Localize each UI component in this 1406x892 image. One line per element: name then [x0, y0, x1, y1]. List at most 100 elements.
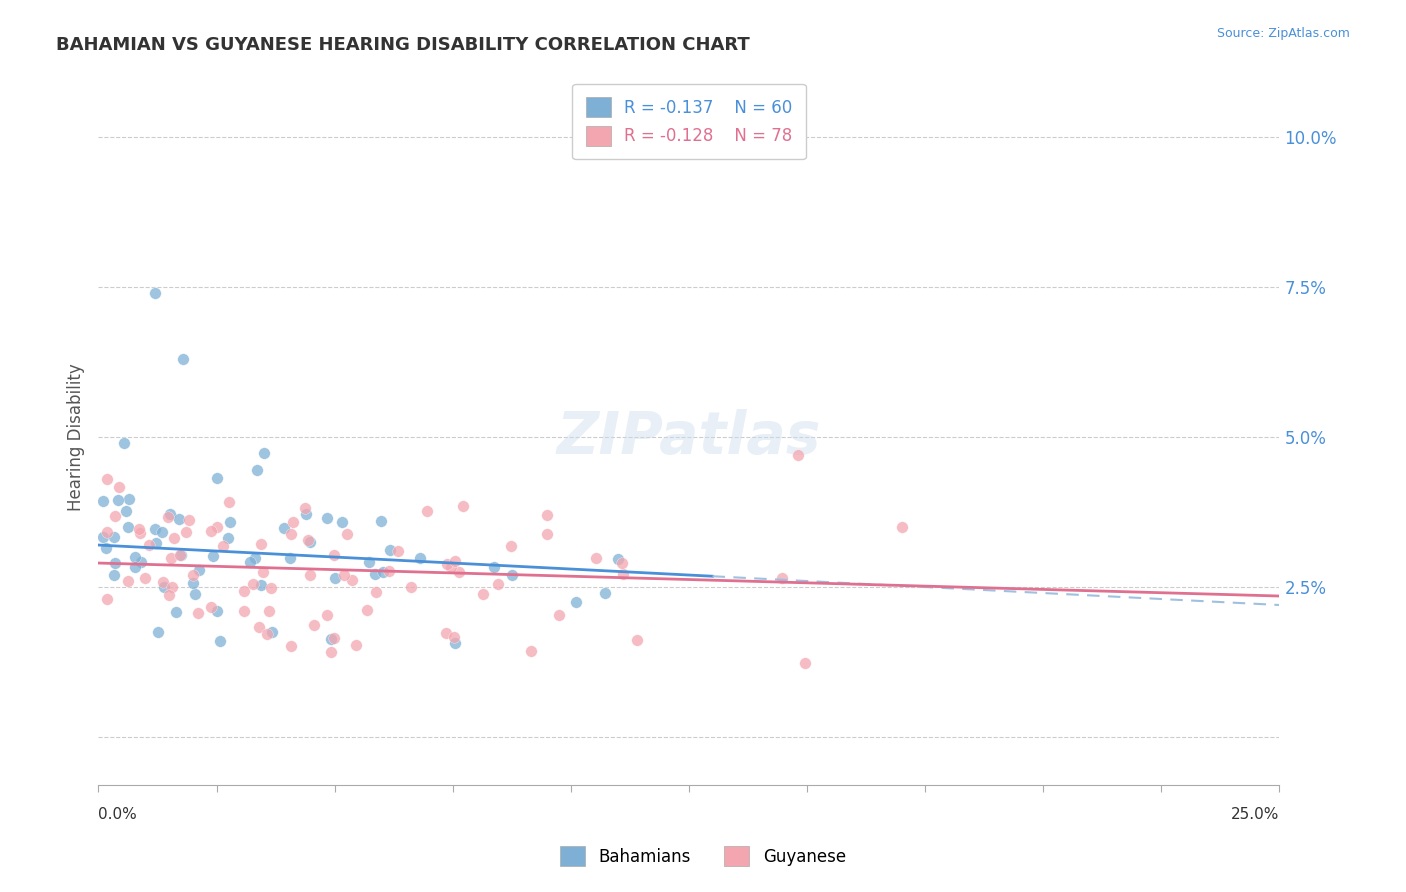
- Point: [344, 638, 367, 652]
- Point: [333, 567, 356, 582]
- Point: [145, 522, 167, 536]
- Point: [256, 627, 278, 641]
- Point: [156, 509, 179, 524]
- Text: Source: ZipAtlas.com: Source: ZipAtlas.com: [1216, 27, 1350, 40]
- Point: [128, 522, 150, 536]
- Point: [451, 499, 474, 513]
- Point: [200, 599, 222, 614]
- Point: [401, 580, 423, 594]
- Point: [409, 550, 432, 565]
- Point: [612, 556, 634, 570]
- Point: [607, 552, 630, 566]
- Point: [108, 480, 131, 494]
- Point: [247, 620, 270, 634]
- Point: [436, 557, 458, 571]
- Point: [434, 626, 457, 640]
- Point: [114, 504, 136, 518]
- Point: [159, 507, 181, 521]
- Point: [770, 570, 793, 584]
- Point: [124, 560, 146, 574]
- Point: [890, 520, 912, 534]
- Point: [323, 571, 346, 585]
- Point: [181, 568, 204, 582]
- Text: 0.0%: 0.0%: [98, 807, 138, 822]
- Point: [316, 608, 339, 623]
- Point: [298, 535, 321, 549]
- Point: [91, 494, 114, 508]
- Point: [443, 630, 465, 644]
- Point: [585, 551, 607, 566]
- Point: [294, 507, 316, 521]
- Point: [162, 581, 184, 595]
- Point: [252, 565, 274, 579]
- Point: [336, 527, 359, 541]
- Point: [443, 554, 465, 568]
- Point: [239, 555, 262, 569]
- Point: [547, 608, 569, 623]
- Point: [170, 549, 193, 563]
- Point: [157, 588, 180, 602]
- Point: [443, 636, 465, 650]
- Point: [371, 565, 394, 579]
- Point: [232, 583, 254, 598]
- Point: [184, 587, 207, 601]
- Point: [356, 603, 378, 617]
- Point: [297, 533, 319, 547]
- Point: [91, 530, 114, 544]
- Point: [188, 563, 211, 577]
- Point: [205, 604, 228, 618]
- Point: [246, 463, 269, 477]
- Point: [174, 525, 197, 540]
- Point: [96, 524, 118, 539]
- Point: [118, 492, 141, 507]
- Point: [218, 495, 240, 509]
- Point: [152, 574, 174, 589]
- Point: [218, 515, 240, 529]
- Point: [129, 555, 152, 569]
- Point: [340, 573, 363, 587]
- Point: [536, 527, 558, 541]
- Text: BAHAMIAN VS GUYANESE HEARING DISABILITY CORRELATION CHART: BAHAMIAN VS GUYANESE HEARING DISABILITY …: [56, 36, 749, 54]
- Point: [449, 565, 471, 579]
- Point: [366, 585, 388, 599]
- Point: [104, 509, 127, 524]
- Point: [501, 539, 523, 553]
- Point: [257, 604, 280, 618]
- Point: [486, 576, 509, 591]
- Point: [162, 531, 184, 545]
- Point: [519, 644, 541, 658]
- Point: [117, 574, 139, 588]
- Point: [181, 576, 204, 591]
- Point: [319, 632, 342, 646]
- Point: [242, 577, 264, 591]
- Legend: R = -0.137    N = 60, R = -0.128    N = 78: R = -0.137 N = 60, R = -0.128 N = 78: [572, 84, 806, 160]
- Point: [612, 566, 634, 581]
- Point: [146, 624, 169, 639]
- Point: [565, 595, 588, 609]
- Point: [117, 520, 139, 534]
- Point: [172, 352, 194, 367]
- Text: 25.0%: 25.0%: [1232, 807, 1279, 822]
- Point: [536, 508, 558, 522]
- Point: [416, 504, 439, 518]
- Point: [200, 524, 222, 538]
- Point: [387, 544, 409, 558]
- Point: [209, 633, 232, 648]
- Point: [794, 656, 817, 670]
- Point: [134, 571, 156, 585]
- Point: [205, 520, 228, 534]
- Point: [262, 624, 284, 639]
- Point: [280, 526, 302, 541]
- Point: [211, 539, 233, 553]
- Point: [299, 568, 322, 582]
- Point: [167, 512, 190, 526]
- Point: [152, 580, 174, 594]
- Point: [96, 541, 118, 555]
- Point: [278, 551, 301, 566]
- Point: [107, 492, 129, 507]
- Point: [440, 559, 463, 574]
- Point: [482, 560, 505, 574]
- Point: [260, 581, 283, 595]
- Point: [124, 549, 146, 564]
- Point: [472, 586, 495, 600]
